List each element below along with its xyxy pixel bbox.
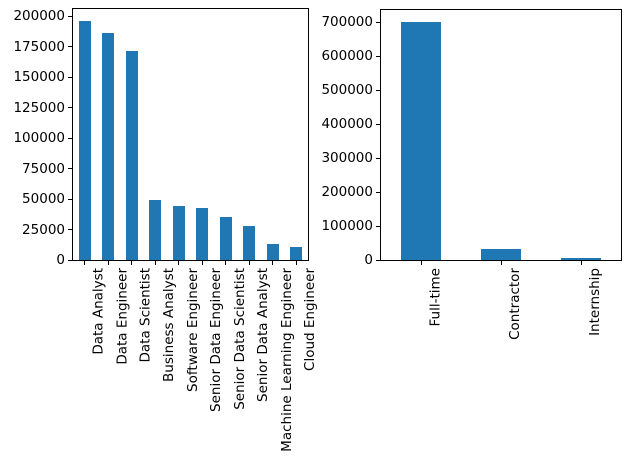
bar-full-time [401,21,441,260]
y-tick-label: 125000 [13,99,65,116]
employment-type-bar-chart: 0 100000 200000 300000 400000 500000 600000 700… [321,9,622,340]
y-tick-mark [68,168,72,170]
bar-internship [561,257,601,260]
x-tick-mark [272,261,274,265]
y-tick-label: 175000 [13,38,65,55]
y-tick-mark [376,123,380,125]
bar-senior-data-analyst [243,226,256,260]
y-tick-mark [376,259,380,261]
x-tick-mark [84,261,86,265]
y-tick-label: 600000 [321,48,373,65]
y-tick-mark [376,157,380,159]
x-tick-label: Cloud Engineer [302,268,319,371]
bar-senior-data-scientist [219,217,232,260]
x-tick-label: Software Engineer [184,268,201,392]
y-tick-label: 25000 [22,221,65,238]
x-tick-label: Full-time [427,268,443,327]
y-tick-mark [68,76,72,78]
y-tick-label: 0 [56,252,65,268]
y-tick-label: 0 [364,252,373,268]
y-tick-label: 200000 [13,8,65,25]
x-tick-mark [178,261,180,265]
y-tick-label: 200000 [321,184,373,201]
x-tick-mark [154,261,156,265]
x-tick-label: Senior Data Analyst [255,268,272,402]
bar-data-scientist [125,50,138,260]
bar-machine-learning-engineer [266,243,279,260]
x-tick-label: Contractor [507,268,523,340]
x-tick-label: Business Analyst [161,268,178,382]
x-tick-mark [107,261,109,265]
y-tick-label: 100000 [321,218,373,235]
x-tick-mark [248,261,250,265]
y-tick-label: 400000 [321,116,373,133]
x-tick-mark [295,261,297,265]
bar-contractor [481,249,521,260]
x-tick-label: Internship [587,268,603,336]
bar-business-analyst [149,200,162,260]
y-tick-mark [68,137,72,139]
y-tick-mark [68,107,72,109]
bar-senior-data-engineer [196,207,209,260]
x-tick-label: Data Analyst [90,268,107,355]
y-tick-mark [68,229,72,230]
x-tick-label: Senior Data Scientist [231,268,248,410]
x-tick-mark [420,261,422,265]
x-tick-label: Machine Learning Engineer [278,268,295,452]
y-tick-mark [68,46,72,48]
x-tick-mark [500,261,502,265]
y-tick-label: 700000 [321,14,373,31]
y-tick-mark [376,55,380,57]
y-tick-mark [376,89,380,91]
y-tick-label: 100000 [13,130,65,147]
bar-software-engineer [172,205,185,260]
y-tick-label: 500000 [321,82,373,99]
y-tick-mark [376,191,380,193]
job-title-bar-chart: 0 25000 50000 75000 100000 125000 150000 175000… [13,8,318,452]
x-tick-label: Data Scientist [137,268,154,363]
x-tick-mark [225,261,227,265]
x-tick-label: Data Engineer [114,268,131,365]
y-tick-mark [376,225,380,227]
y-tick-mark [68,15,72,17]
bar-data-engineer [102,33,115,260]
y-tick-label: 150000 [13,69,65,86]
y-tick-mark [68,259,72,261]
x-tick-mark [131,261,133,265]
x-tick-mark [580,261,582,265]
bar-data-analyst [78,20,91,260]
y-tick-mark [68,198,72,200]
y-tick-mark [376,21,380,23]
x-tick-mark [201,261,203,265]
bar-cloud-engineer [290,246,303,260]
y-tick-label: 300000 [321,150,373,167]
x-tick-label: Senior Data Engineer [208,268,225,412]
y-tick-label: 75000 [22,160,65,177]
y-tick-label: 50000 [22,191,65,208]
